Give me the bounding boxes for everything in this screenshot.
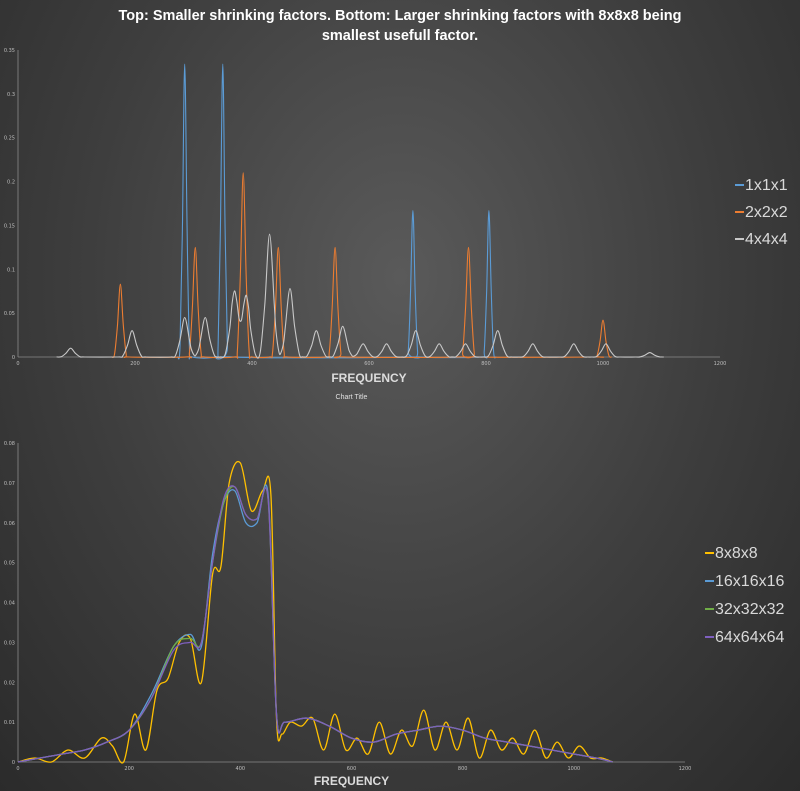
x-tick-label: 200: [124, 766, 134, 772]
x-tick-label: 1200: [714, 361, 727, 367]
y-tick-label: 0.05: [4, 311, 15, 317]
page-title: Top: Smaller shrinking factors. Bottom: …: [0, 6, 800, 46]
legend-label: 64x64x64: [715, 629, 784, 646]
page-title-line-1: Top: Smaller shrinking factors. Bottom: …: [118, 8, 682, 24]
chart-1: 0 200 400 600 800 1000 1200 0 0.05 0.1 0.15 0.2 0.25…: [4, 48, 788, 385]
y-tick-label: 0.03: [4, 640, 15, 646]
x-tick-label: 0: [16, 361, 19, 367]
x-axis-label: FREQUENCY: [331, 371, 406, 385]
x-tick-label: 400: [247, 361, 257, 367]
x-tick-label: 1200: [679, 766, 692, 772]
y-tick-label: 0.25: [4, 136, 15, 142]
y-tick-label: 0: [12, 355, 15, 361]
series-line-2x2x2: [111, 172, 613, 359]
x-tick-label: 1000: [597, 361, 610, 367]
x-tick-label: 200: [130, 361, 140, 367]
y-tick-label: 0.3: [7, 92, 15, 98]
series-line-64x64x64: [17, 485, 613, 763]
series-line-4x4x4: [56, 233, 664, 359]
y-tick-label: 0: [12, 760, 15, 766]
x-tick-label: 1000: [567, 766, 580, 772]
x-tick-label: 0: [16, 766, 19, 772]
legend-label: 2x2x2: [745, 204, 788, 221]
x-tick-label: 600: [347, 766, 357, 772]
y-tick-label: 0.08: [4, 441, 15, 447]
y-tick-label: 0.01: [4, 720, 15, 726]
legend-label: 4x4x4: [745, 231, 788, 248]
y-tick-label: 0.1: [7, 267, 15, 273]
y-tick-label: 0.15: [4, 223, 15, 229]
series-line-1x1x1: [177, 63, 497, 360]
y-tick-label: 0.2: [7, 180, 15, 186]
y-tick-label: 0.04: [4, 601, 15, 607]
y-tick-label: 0.35: [4, 48, 15, 54]
legend-label: 16x16x16: [715, 573, 784, 590]
y-tick-label: 0.07: [4, 481, 15, 487]
x-tick-label: 800: [481, 361, 491, 367]
x-tick-label: 600: [364, 361, 374, 367]
series-line-8x8x8: [17, 461, 613, 764]
page-title-line-2: smallest usefull factor.: [321, 28, 479, 44]
y-tick-label: 0.02: [4, 680, 15, 686]
legend-label: 1x1x1: [745, 177, 788, 194]
chart-title: Chart Title: [336, 394, 368, 401]
x-axis-label: FREQUENCY: [314, 774, 389, 788]
legend-label: 32x32x32: [715, 601, 784, 618]
x-tick-label: 400: [236, 766, 246, 772]
legend-label: 8x8x8: [715, 545, 758, 562]
y-tick-label: 0.05: [4, 561, 15, 567]
x-tick-label: 800: [458, 766, 468, 772]
chart-2: 0 200 400 600 800 1000 1200 0 0.01 0.02 0.03 0.04 0.…: [4, 394, 785, 788]
y-tick-label: 0.06: [4, 521, 15, 527]
